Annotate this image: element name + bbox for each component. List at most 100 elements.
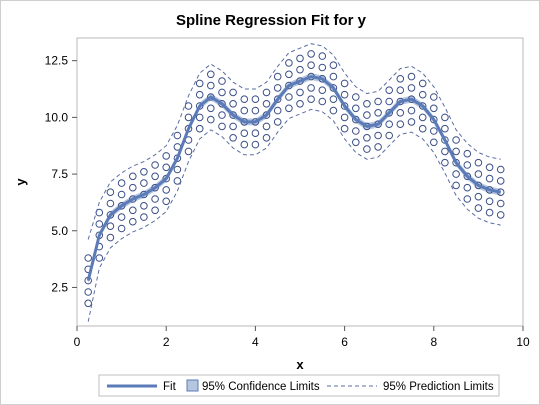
confidence-band-area (88, 73, 501, 284)
observation-point (218, 88, 226, 97)
observation-point (273, 84, 282, 92)
observation-point (262, 122, 271, 131)
observation-point (117, 202, 126, 210)
observation-point (140, 213, 148, 221)
legend-confidence-label: 95% Confidence Limits (202, 381, 320, 393)
x-axis-label: x (296, 357, 304, 372)
observation-point (140, 168, 148, 176)
observation-point (151, 195, 159, 203)
observation-point (307, 61, 315, 69)
observation-point (452, 147, 460, 156)
observation-point (151, 161, 159, 169)
observation-point (129, 217, 137, 226)
prediction-limit-lines (87, 43, 501, 322)
observation-point (441, 124, 449, 133)
observation-point (240, 140, 249, 149)
observation-point (385, 86, 394, 94)
fit-line-group (86, 75, 502, 281)
observation-point (496, 211, 505, 219)
observation-point (251, 106, 260, 115)
observation-point (396, 109, 405, 117)
observation-point (173, 177, 182, 185)
observation-point (452, 181, 460, 190)
observation-point (418, 90, 427, 99)
observation-point (129, 206, 137, 215)
observation-point (273, 72, 282, 81)
observation-point (296, 100, 304, 108)
observation-point (117, 213, 126, 221)
observation-point (340, 102, 349, 110)
plot-border (76, 37, 524, 327)
observation-point (162, 152, 170, 160)
observation-point (184, 102, 193, 110)
observation-point (374, 109, 382, 117)
x-tick-label: 6 (341, 335, 348, 349)
observation-point (262, 88, 271, 97)
observation-point (173, 131, 182, 140)
legend: Fit 95% Confidence Limits 95% Prediction… (98, 374, 500, 397)
observation-point (262, 134, 271, 142)
y-tick-label: 2.5 (51, 280, 68, 294)
observation-point (184, 147, 193, 156)
observation-point (329, 84, 338, 92)
observation-point (485, 163, 494, 172)
observation-point (296, 88, 304, 97)
observation-point (117, 190, 126, 199)
observation-point (84, 299, 92, 308)
observation-point (463, 195, 472, 203)
observation-point (318, 86, 327, 94)
y-tick-label: 12.5 (45, 54, 69, 68)
observation-point (307, 95, 315, 103)
observation-point (452, 170, 460, 178)
observation-point (151, 183, 159, 192)
observation-point (352, 115, 360, 124)
observation-point (140, 179, 148, 187)
observation-point (229, 111, 237, 119)
observation-point (207, 104, 215, 113)
observation-point (318, 52, 327, 60)
observation-point (296, 54, 304, 63)
observation-point (407, 106, 416, 115)
observation-point (129, 183, 137, 192)
observation-point (218, 122, 226, 131)
observation-point (363, 145, 371, 153)
observation-point (463, 161, 472, 169)
observation-point (340, 124, 349, 133)
x-tick-label: 2 (163, 335, 170, 349)
observation-point (407, 72, 416, 81)
observation-point (95, 220, 104, 228)
observation-point (496, 177, 505, 185)
observation-point (463, 149, 472, 158)
observation-point (396, 75, 405, 83)
legend-fit-label: Fit (163, 381, 177, 393)
observation-point (430, 115, 438, 124)
fit-line (86, 75, 502, 281)
observation-point (385, 131, 394, 140)
observation-point (106, 211, 115, 219)
observation-point (496, 165, 505, 174)
observation-point (463, 172, 472, 181)
observation-point (363, 111, 371, 119)
observation-point (262, 111, 271, 119)
observation-point (240, 95, 249, 103)
observation-point (195, 124, 204, 133)
prediction-limit-upper (87, 43, 501, 240)
observation-point (285, 70, 293, 79)
observation-point (352, 138, 360, 147)
observation-point (407, 118, 416, 126)
observation-point (340, 90, 349, 99)
observation-point (352, 104, 360, 113)
observation-point (474, 204, 483, 212)
observation-point (296, 65, 304, 74)
observation-point (218, 77, 226, 85)
observation-point (207, 81, 215, 90)
observation-point (140, 202, 148, 210)
observation-point (218, 100, 226, 108)
legend-box (98, 374, 500, 397)
plot-area (76, 37, 524, 327)
observation-point (329, 106, 338, 115)
observation-point (430, 104, 438, 113)
observation-point (251, 140, 260, 149)
